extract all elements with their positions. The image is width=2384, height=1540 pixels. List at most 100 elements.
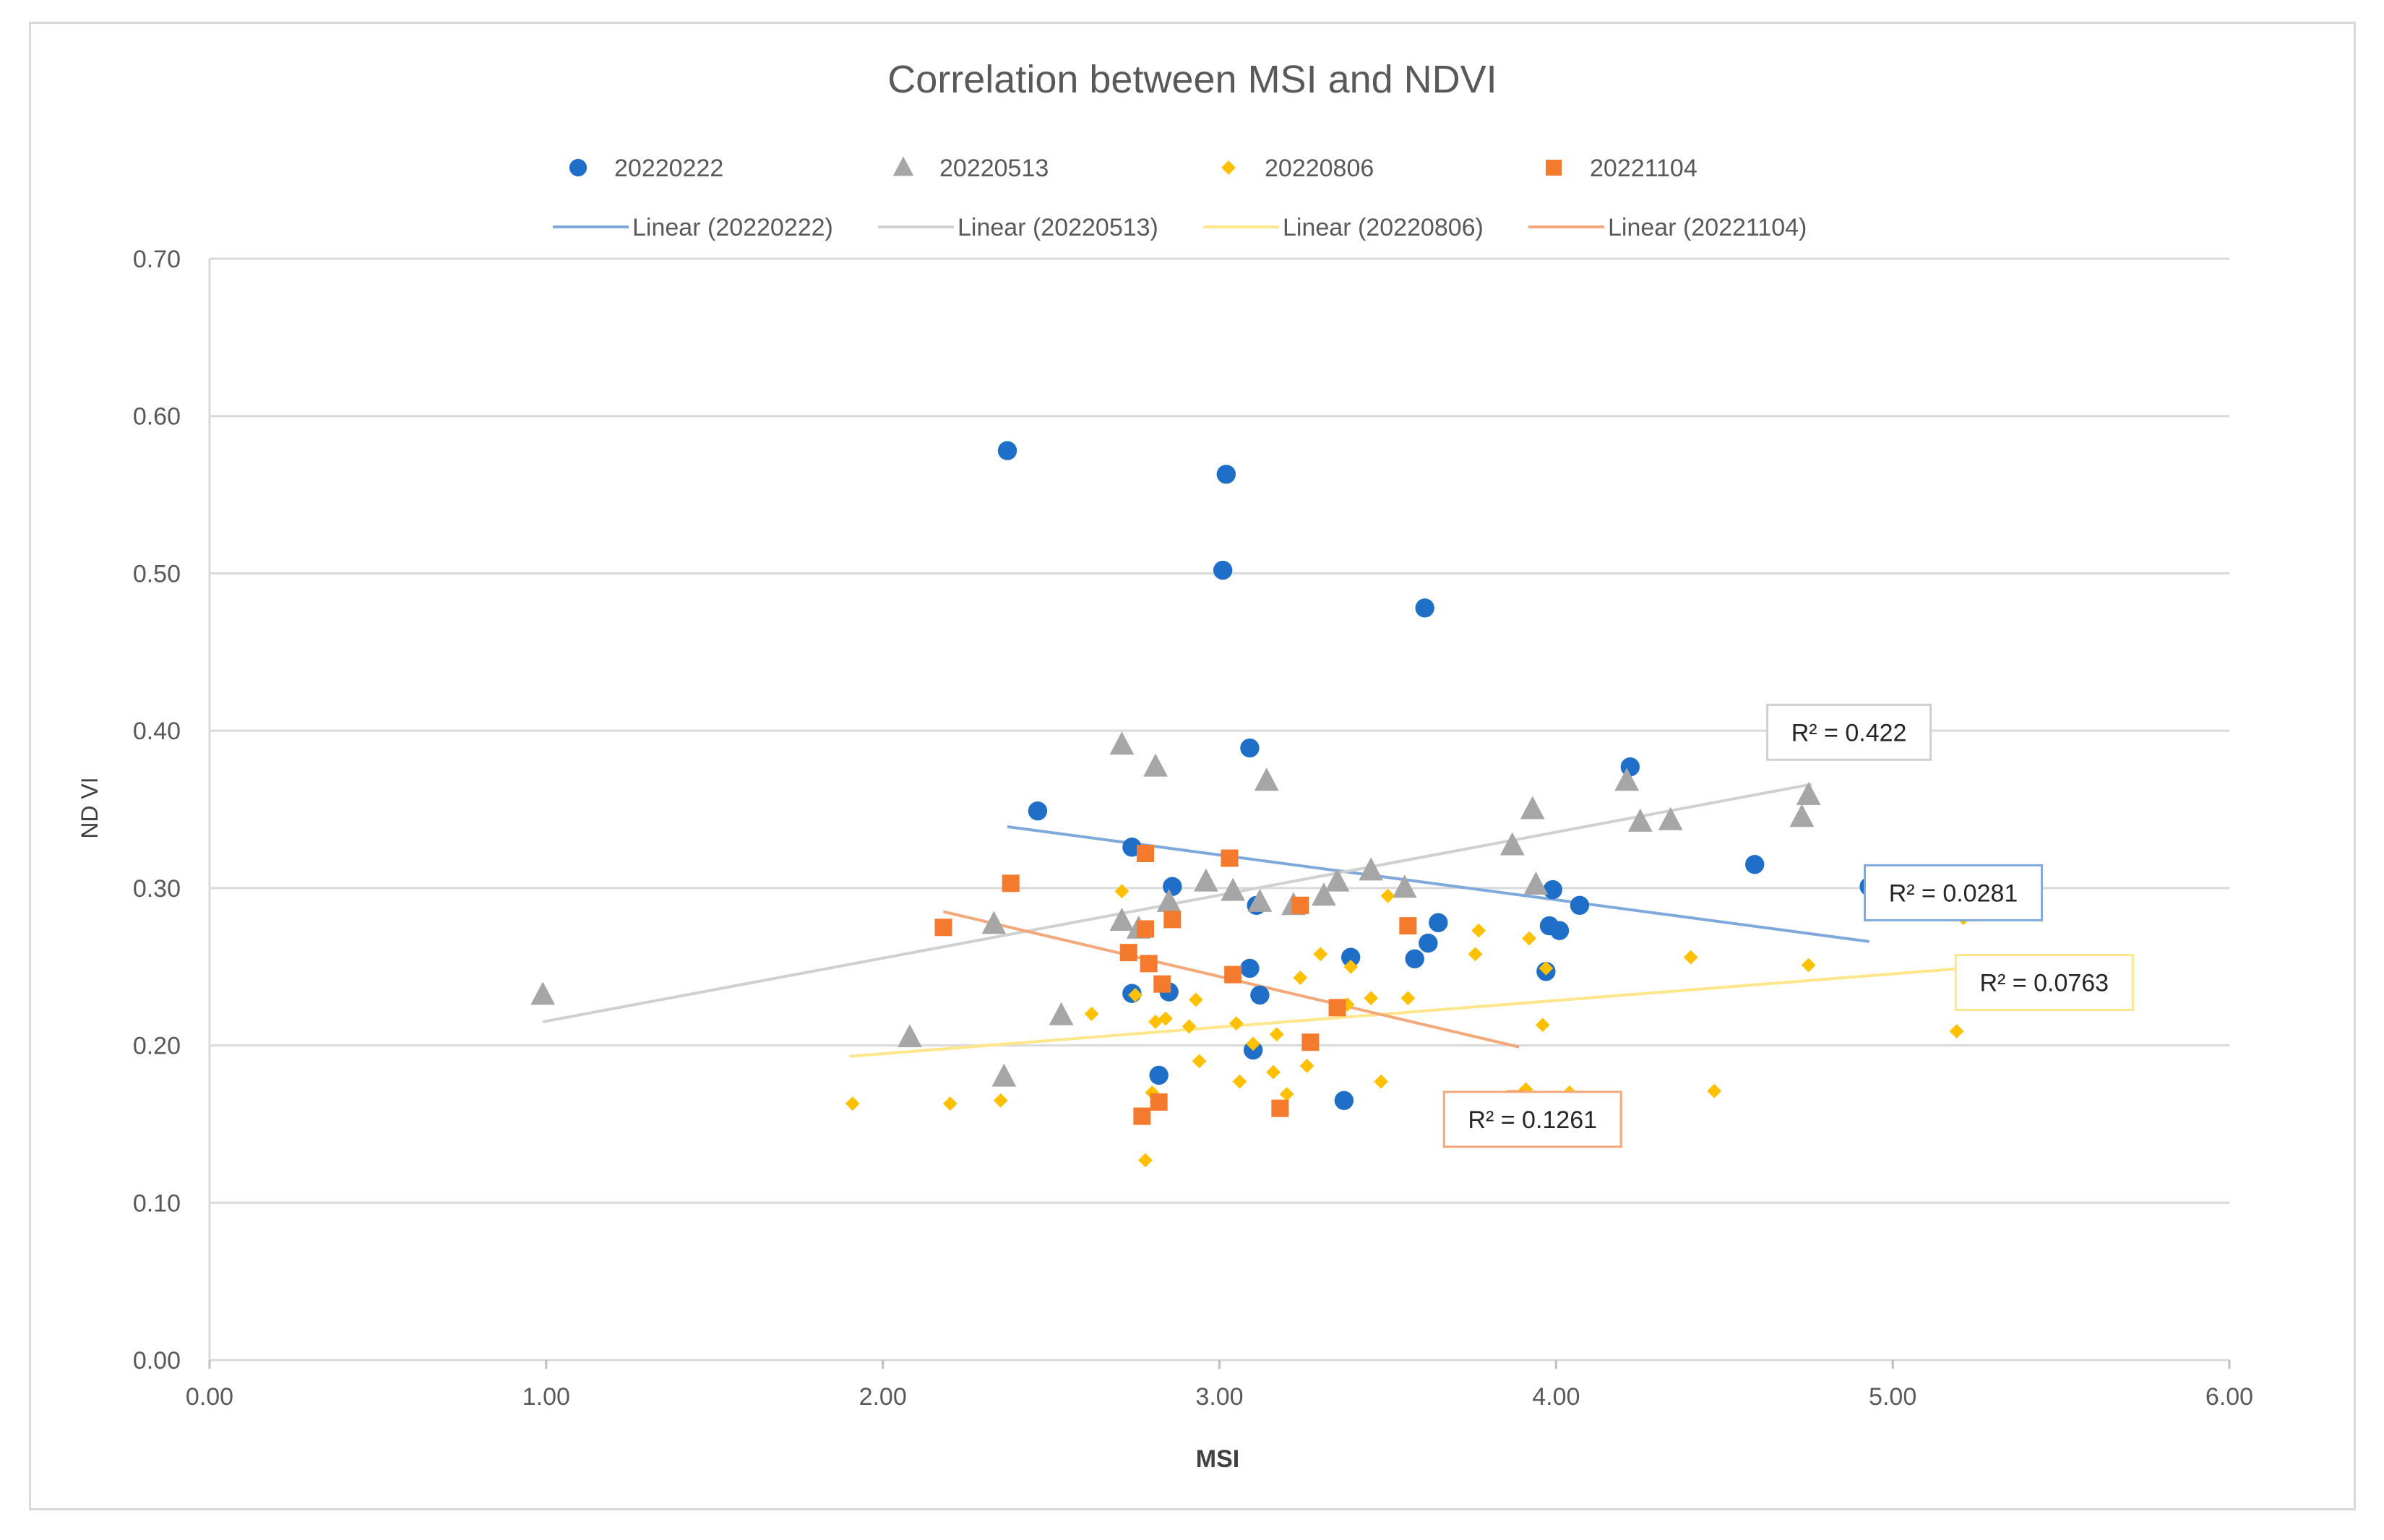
legend-marker-20221104 <box>1546 160 1562 176</box>
point-20220806 <box>1114 884 1129 899</box>
point-20220513 <box>1221 877 1246 901</box>
point-20220806 <box>1468 947 1483 962</box>
x-tick-label: 2.00 <box>859 1383 907 1411</box>
point-20220222 <box>1240 738 1260 758</box>
r2-box-20220806 <box>1954 953 2134 1011</box>
legend-label-20220513: 20220513 <box>939 155 1049 182</box>
point-20220806 <box>1084 1007 1099 1021</box>
r2-label-20220513: R² = 0.422 <box>1791 719 1907 747</box>
point-20220806 <box>1182 1019 1197 1034</box>
y-tick-label: 0.00 <box>133 1347 181 1375</box>
point-20220222 <box>1240 958 1260 978</box>
point-20220513 <box>1254 767 1279 791</box>
point-20220806 <box>1801 958 1816 973</box>
y-tick-label: 0.60 <box>133 403 181 431</box>
point-20220806 <box>1707 1083 1722 1098</box>
point-20221104 <box>934 919 952 937</box>
point-20220222 <box>1549 921 1570 940</box>
point-20220513 <box>1499 832 1525 856</box>
point-20220222 <box>1028 801 1048 821</box>
point-20220513 <box>1627 808 1653 832</box>
point-20221104 <box>1137 920 1155 938</box>
point-20220806 <box>1374 1074 1388 1089</box>
point-20220222 <box>1149 1065 1169 1085</box>
x-tick-label: 4.00 <box>1532 1383 1580 1411</box>
point-20220513 <box>1359 857 1384 881</box>
point-20220513 <box>898 1024 922 1048</box>
point-20220222 <box>1341 947 1361 967</box>
y-tick-label: 0.10 <box>133 1190 181 1217</box>
point-20220806 <box>993 1093 1008 1108</box>
point-20220222 <box>1213 560 1233 580</box>
point-20221104 <box>1119 944 1137 962</box>
point-20220513 <box>1247 888 1273 912</box>
point-20220806 <box>1299 1058 1314 1073</box>
point-20220513 <box>1109 731 1135 755</box>
point-20220806 <box>1269 1027 1284 1042</box>
x-tick-label: 3.00 <box>1195 1383 1243 1411</box>
point-20220806 <box>1228 1016 1244 1031</box>
point-20220806 <box>1535 1018 1550 1033</box>
point-20220222 <box>1122 838 1142 857</box>
chart-frame <box>29 22 2356 1510</box>
point-20220222 <box>1543 879 1562 900</box>
point-20220806 <box>1279 1087 1294 1101</box>
y-tick-label: 0.20 <box>133 1033 181 1060</box>
point-20220513 <box>1789 804 1815 827</box>
legend-marker-20220513 <box>892 156 914 176</box>
point-20220513 <box>1796 781 1821 805</box>
point-20220806 <box>1232 1074 1247 1089</box>
point-20221104 <box>1399 917 1417 935</box>
gridlines <box>210 257 2229 1362</box>
x-axis-title: MSI <box>1196 1445 1239 1473</box>
point-20220222 <box>1744 855 1765 874</box>
point-20220513 <box>1109 908 1135 932</box>
x-tick-label: 1.00 <box>522 1383 570 1411</box>
point-20220806 <box>1128 988 1142 1002</box>
trendline-20220513 <box>542 783 1812 1023</box>
point-20220513 <box>1312 882 1336 906</box>
y-tick-label: 0.70 <box>133 246 181 273</box>
legend-trend-label-20220806: Linear (20220806) <box>1283 214 1484 241</box>
point-20220806 <box>1266 1064 1281 1080</box>
point-20220513 <box>1156 888 1182 912</box>
point-20220806 <box>1380 888 1395 903</box>
point-20221104 <box>1002 874 1020 892</box>
y-tick-label: 0.30 <box>133 875 181 903</box>
point-20221104 <box>1140 955 1158 973</box>
data-points <box>530 441 1971 1168</box>
r2-box-20220222 <box>1864 864 2044 921</box>
point-20220513 <box>530 981 556 1005</box>
r2-labels: R² = 0.0281 R² = 0.422 R² = 0.0763 R² = 0.1… <box>1442 703 2134 1148</box>
point-20220806 <box>1138 1153 1153 1168</box>
point-20220806 <box>1364 991 1379 1006</box>
point-20221104 <box>1328 999 1346 1017</box>
point-20221104 <box>1301 1033 1320 1051</box>
legend-trend-label-20221104: Linear (20221104) <box>1608 214 1807 241</box>
point-20220806 <box>942 1096 958 1111</box>
point-20221104 <box>1271 1099 1289 1117</box>
point-20220806 <box>1949 1024 1964 1038</box>
r2-label-20220222: R² = 0.0281 <box>1889 879 2018 907</box>
legend-trend-label-20220513: Linear (20220513) <box>958 214 1158 241</box>
chart-title: Correlation between MSI and NDVI <box>887 58 1497 101</box>
point-20220513 <box>1520 796 1545 820</box>
trendlines <box>542 783 1964 1058</box>
legend-label-20220222: 20220222 <box>614 155 723 182</box>
point-20221104 <box>1291 896 1309 914</box>
point-20221104 <box>1137 844 1155 862</box>
point-20220222 <box>1216 465 1236 484</box>
point-20220513 <box>991 1063 1017 1087</box>
point-20220222 <box>1163 877 1182 896</box>
point-20220806 <box>1471 923 1486 938</box>
x-tick-label: 6.00 <box>2206 1383 2253 1411</box>
r2-box-20220513 <box>1766 703 1932 761</box>
point-20220806 <box>845 1096 860 1111</box>
point-20221104 <box>1133 1107 1151 1125</box>
point-20220222 <box>1415 598 1434 618</box>
point-20220806 <box>1683 950 1698 965</box>
r2-box-20221104 <box>1442 1091 1622 1148</box>
point-20220806 <box>1158 1011 1173 1026</box>
x-tick-label: 0.00 <box>186 1383 233 1411</box>
